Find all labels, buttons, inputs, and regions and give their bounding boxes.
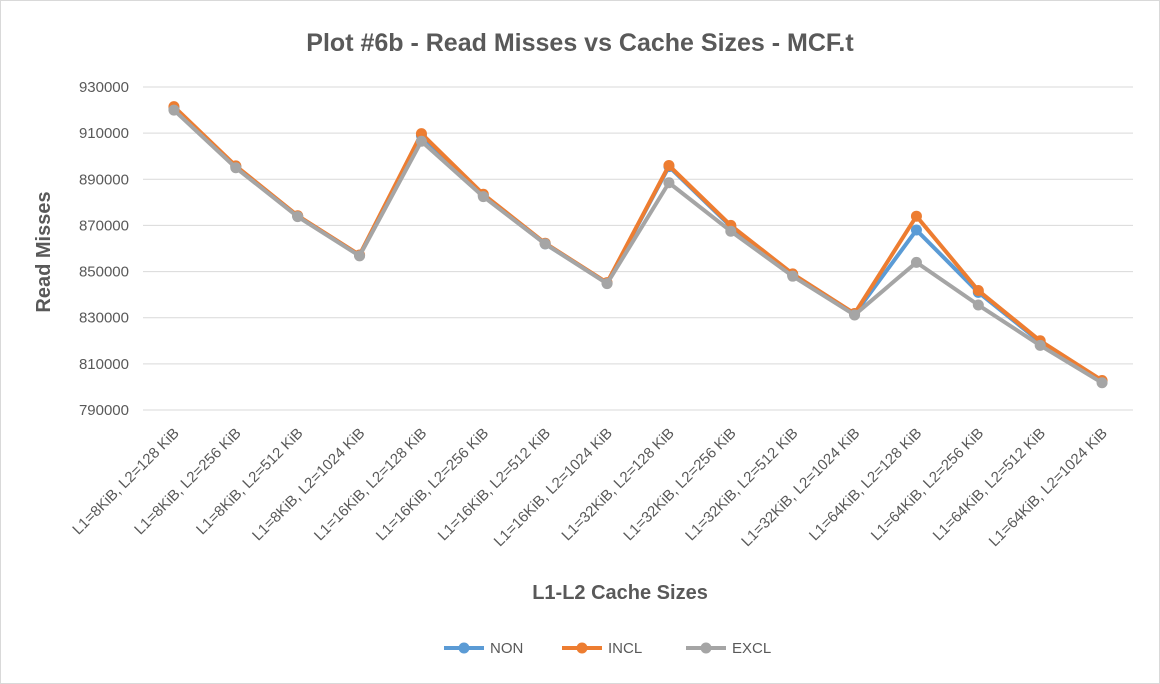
legend-item-non: NON — [444, 640, 523, 657]
series-line — [171, 104, 1105, 383]
series-line — [171, 105, 1105, 384]
data-point — [1096, 377, 1108, 389]
data-point — [910, 224, 922, 236]
x-tick-label: L1=16KiB, L2=512 KiB — [435, 425, 554, 544]
x-tick-label: L1=64KiB, L2=512 KiB — [930, 425, 1049, 544]
x-tick-label: L1=32KiB, L2=128 KiB — [558, 425, 677, 544]
x-tick-label: L1=64KiB, L2=1024 KiB — [986, 425, 1111, 550]
data-point — [849, 309, 861, 321]
series-incl — [168, 101, 1108, 386]
data-point — [415, 135, 427, 147]
data-point — [663, 177, 675, 189]
data-point — [972, 284, 984, 296]
data-point — [725, 225, 737, 237]
series-excl — [168, 104, 1108, 389]
x-tick-label: L1=32KiB, L2=512 KiB — [682, 425, 801, 544]
y-axis-ticks: 790000 810000 830000 850000 870000 890000 9100… — [79, 79, 129, 419]
legend-item-excl: EXCL — [686, 640, 771, 657]
data-point — [292, 211, 304, 223]
x-tick-label: L1=16KiB, L2=256 KiB — [373, 425, 492, 544]
y-tick-label: 890000 — [79, 171, 129, 188]
x-tick-label: L1=64KiB, L2=256 KiB — [868, 425, 987, 544]
y-tick-label: 930000 — [79, 79, 129, 96]
data-point — [972, 299, 984, 311]
data-point — [354, 250, 366, 262]
x-tick-label: L1=8KiB, L2=128 KiB — [69, 425, 182, 538]
legend-marker — [458, 642, 470, 654]
x-tick-label: L1=16KiB, L2=1024 KiB — [491, 425, 616, 550]
y-axis-title: Read Misses — [33, 191, 55, 312]
y-tick-label: 830000 — [79, 310, 129, 327]
data-point — [910, 256, 922, 268]
series-line — [171, 108, 1105, 385]
x-axis-title: L1-L2 Cache Sizes — [532, 582, 708, 604]
y-tick-label: 910000 — [79, 125, 129, 142]
y-tick-label: 810000 — [79, 356, 129, 373]
data-point — [477, 191, 489, 203]
data-point — [1034, 339, 1046, 351]
y-tick-label: 790000 — [79, 402, 129, 419]
x-tick-label: L1=32KiB, L2=1024 KiB — [738, 425, 863, 550]
data-point — [663, 159, 675, 171]
legend-label: EXCL — [732, 640, 771, 657]
data-point — [910, 210, 922, 222]
x-tick-label: L1=32KiB, L2=256 KiB — [620, 425, 739, 544]
chart-title: Plot #6b - Read Misses vs Cache Sizes - … — [306, 29, 854, 57]
data-point — [415, 128, 427, 140]
legend-marker — [700, 642, 712, 654]
y-tick-label: 870000 — [79, 217, 129, 234]
x-tick-label: L1=64KiB, L2=128 KiB — [806, 425, 925, 544]
legend-item-incl: INCL — [562, 640, 642, 657]
x-tick-label: L1=8KiB, L2=1024 KiB — [249, 425, 368, 544]
series-non — [168, 102, 1108, 387]
data-point — [539, 238, 551, 250]
data-point — [601, 278, 613, 290]
y-tick-label: 850000 — [79, 264, 129, 281]
data-point — [168, 104, 180, 116]
data-point — [230, 162, 242, 174]
data-point — [787, 270, 799, 282]
legend-label: NON — [490, 640, 523, 657]
legend-label: INCL — [608, 640, 642, 657]
gridlines — [143, 86, 1133, 411]
x-tick-label: L1=8KiB, L2=512 KiB — [193, 425, 306, 538]
legend: NON INCL EXCL — [444, 640, 771, 657]
x-tick-label: L1=16KiB, L2=128 KiB — [311, 425, 430, 544]
legend-marker — [576, 642, 588, 654]
series-layer — [168, 101, 1108, 389]
x-tick-label: L1=8KiB, L2=256 KiB — [131, 425, 244, 538]
